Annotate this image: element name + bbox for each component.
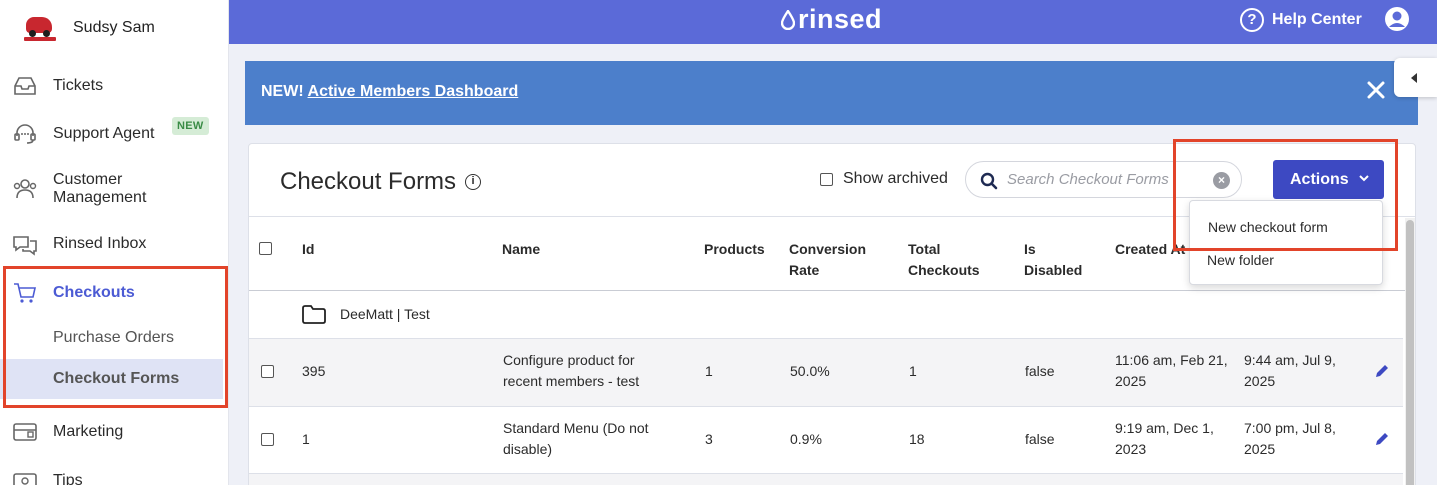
- sidebar-item-tips[interactable]: Tips: [0, 472, 229, 485]
- sidebar-item-label: Support Agent: [53, 125, 155, 142]
- edit-pencil-icon[interactable]: [1374, 431, 1390, 447]
- table-scrollbar[interactable]: [1405, 218, 1415, 485]
- menu-item-new-checkout-form[interactable]: New checkout form: [1208, 219, 1328, 235]
- sidebar-item-label: Checkouts: [53, 284, 135, 301]
- sidebar-item-marketing[interactable]: Marketing: [0, 423, 229, 441]
- column-header-created-at[interactable]: Created At: [1115, 241, 1186, 257]
- cell-total-checkouts: 1: [909, 363, 917, 379]
- inbox-tray-icon: [14, 77, 36, 95]
- cell-is-disabled: false: [1025, 363, 1055, 379]
- show-archived-toggle[interactable]: Show archived: [820, 170, 948, 188]
- brand-logo: [24, 13, 56, 43]
- column-header-is-disabled[interactable]: Is Disabled: [1024, 241, 1083, 278]
- annotation-highlight-box: [3, 266, 228, 408]
- search-icon: [980, 172, 998, 190]
- help-icon: ?: [1240, 8, 1264, 32]
- sidebar-item-customer-management[interactable]: Customer Management: [0, 171, 229, 207]
- sidebar: Sudsy Sam Tickets Support Agent NEW Cust…: [0, 0, 229, 485]
- sidebar-item-label: Tips: [53, 472, 83, 485]
- sidebar-item-rinsed-inbox[interactable]: Rinsed Inbox: [0, 235, 229, 256]
- actions-label: Actions: [1290, 171, 1349, 188]
- select-all-checkbox[interactable]: [259, 242, 272, 255]
- announcement-banner: NEW! Active Members Dashboard: [245, 61, 1418, 125]
- column-header-conversion-rate[interactable]: Conversion Rate: [789, 241, 867, 278]
- cell-conversion-rate: 50.0%: [790, 363, 830, 379]
- cell-total-checkouts: 18: [909, 431, 925, 447]
- column-header-products[interactable]: Products: [704, 241, 765, 257]
- sidebar-subitem-label: Checkout Forms: [53, 370, 180, 387]
- water-drop-icon: [781, 9, 795, 30]
- cell-id: 1: [302, 431, 310, 447]
- folder-name: DeeMatt | Test: [340, 306, 430, 322]
- cell-id: 395: [302, 363, 326, 379]
- cell-updated-at: 7:00 pm, Jul 8, 2025: [1244, 420, 1336, 457]
- account-name: Sudsy Sam: [73, 19, 155, 36]
- cell-name: Standard Menu (Do not disable): [503, 420, 649, 457]
- cell-is-disabled: false: [1025, 431, 1055, 447]
- row-checkbox[interactable]: [261, 433, 274, 446]
- folder-row[interactable]: DeeMatt | Test: [249, 291, 1403, 339]
- actions-dropdown-menu: New checkout form New folder: [1189, 200, 1383, 285]
- logo-text: rinsed: [798, 4, 883, 34]
- show-archived-checkbox[interactable]: [820, 172, 833, 186]
- row-checkbox[interactable]: [261, 365, 274, 378]
- mail-icon: [13, 423, 37, 441]
- help-center-label: Help Center: [1272, 11, 1362, 28]
- sidebar-subitem-purchase-orders[interactable]: Purchase Orders: [0, 318, 223, 358]
- sidebar-item-label: Tickets: [53, 77, 104, 94]
- table-row[interactable]: 395 Configure product for recent members…: [249, 339, 1403, 407]
- edit-pencil-icon[interactable]: [1374, 363, 1390, 379]
- users-icon: [13, 179, 37, 199]
- banner-prefix: NEW!: [261, 83, 304, 100]
- cell-products: 3: [705, 431, 713, 447]
- sidebar-subitem-checkout-forms[interactable]: Checkout Forms: [0, 359, 223, 399]
- user-account-icon[interactable]: [1384, 6, 1410, 32]
- new-badge: NEW: [172, 117, 209, 135]
- sidebar-subitem-label: Purchase Orders: [53, 329, 174, 346]
- collapse-panel-tab[interactable]: [1394, 58, 1437, 97]
- menu-item-new-folder[interactable]: New folder: [1207, 252, 1274, 268]
- account-switcher[interactable]: Sudsy Sam: [0, 0, 228, 56]
- annotation-highlight-box: [1173, 139, 1398, 251]
- sidebar-item-tickets[interactable]: Tickets: [0, 77, 229, 95]
- money-icon: [13, 473, 37, 485]
- help-center-link[interactable]: ? Help Center: [1240, 8, 1362, 32]
- sidebar-item-label: Customer Management: [53, 171, 147, 206]
- table-row[interactable]: 1 Standard Menu (Do not disable) 3 0.9% …: [249, 407, 1403, 474]
- column-header-name[interactable]: Name: [502, 241, 541, 257]
- top-header: rinsed ? Help Center: [229, 0, 1437, 44]
- sidebar-item-support-agent[interactable]: Support Agent NEW: [0, 117, 229, 144]
- clear-search-icon[interactable]: ×: [1213, 172, 1230, 189]
- table-header: Id Name Products Conversion Rate Total C…: [249, 216, 1415, 291]
- folder-icon: [302, 305, 326, 324]
- scrollbar-thumb[interactable]: [1406, 220, 1414, 485]
- cart-icon: [14, 283, 36, 303]
- banner-link[interactable]: Active Members Dashboard: [307, 83, 519, 100]
- cell-products: 1: [705, 363, 713, 379]
- column-header-total-checkouts[interactable]: Total Checkouts: [908, 241, 980, 278]
- table-row[interactable]: [249, 474, 1403, 485]
- cell-updated-at: 9:44 am, Jul 9, 2025: [1244, 352, 1336, 389]
- cell-created-at: 9:19 am, Dec 1, 2023: [1115, 420, 1214, 457]
- sidebar-item-checkouts[interactable]: Checkouts: [0, 283, 229, 303]
- sidebar-item-label: Rinsed Inbox: [53, 235, 147, 252]
- info-icon[interactable]: i: [465, 174, 482, 190]
- headset-icon: [14, 124, 36, 144]
- cell-created-at: 11:06 am, Feb 21, 2025: [1115, 352, 1228, 389]
- actions-button[interactable]: Actions: [1273, 160, 1384, 199]
- rinsed-logo[interactable]: rinsed: [781, 4, 882, 35]
- chat-bubbles-icon: [13, 236, 37, 256]
- chevron-down-icon: [1359, 175, 1369, 182]
- caret-left-icon: [1411, 73, 1417, 83]
- search-input[interactable]: Search Checkout Forms ×: [965, 161, 1242, 198]
- column-header-id[interactable]: Id: [302, 241, 315, 257]
- cell-name: Configure product for recent members - t…: [503, 352, 640, 389]
- close-banner-icon[interactable]: [1365, 79, 1387, 101]
- show-archived-label: Show archived: [843, 170, 948, 187]
- cell-conversion-rate: 0.9%: [790, 431, 822, 447]
- page-title: Checkout Forms: [280, 168, 457, 195]
- search-placeholder: Search Checkout Forms: [1007, 171, 1169, 188]
- sidebar-item-label: Marketing: [53, 423, 124, 440]
